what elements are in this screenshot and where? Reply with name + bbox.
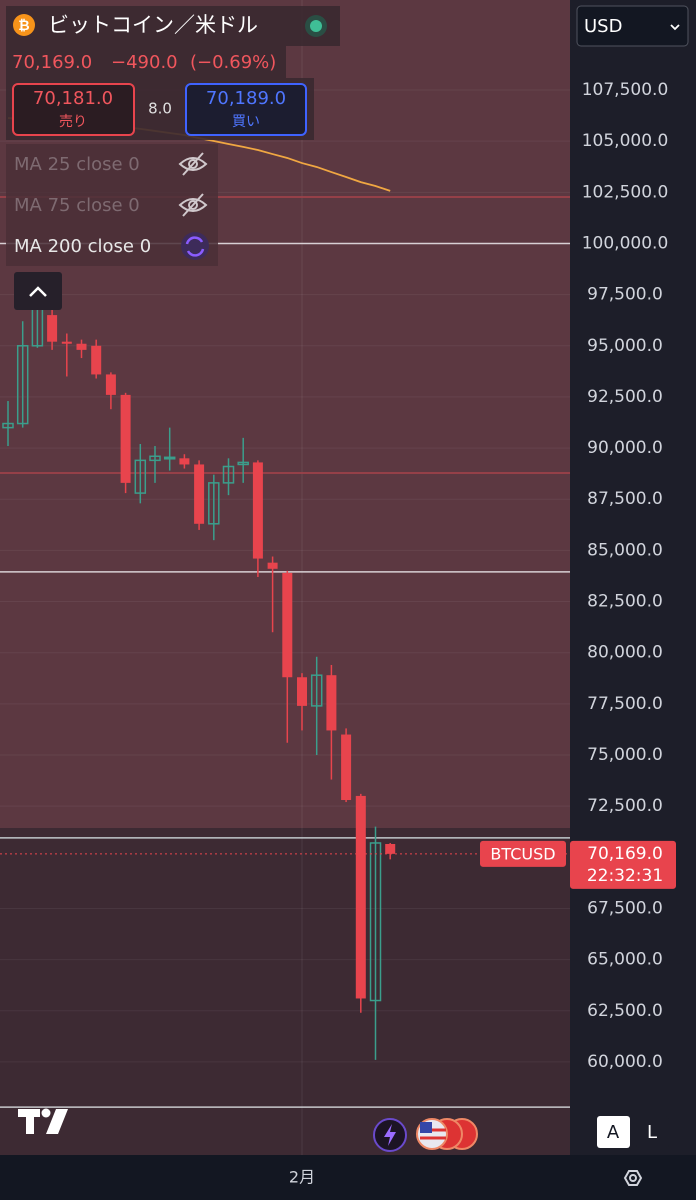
settings-icon-center <box>629 1174 637 1182</box>
candle-body <box>120 394 131 483</box>
sell-price: 70,181.0 <box>33 88 113 109</box>
buy-button[interactable] <box>185 83 307 136</box>
candle-body <box>208 482 220 525</box>
button-label: L <box>647 1122 657 1143</box>
candle-body <box>16 345 29 425</box>
status-dot <box>310 20 322 32</box>
candle-body <box>149 455 161 462</box>
y-tick-label: 97,500.0 <box>587 285 663 305</box>
sell-label: 売り <box>59 114 87 130</box>
buy-price: 70,189.0 <box>206 88 286 109</box>
y-tick-label: 105,000.0 <box>582 131 669 151</box>
sell-button[interactable] <box>12 83 135 136</box>
y-tick-label: 107,500.0 <box>582 80 669 100</box>
y-tick-label: 72,500.0 <box>587 796 663 816</box>
logo <box>18 1108 68 1134</box>
candle-body <box>282 572 293 678</box>
y-tick-label: 65,000.0 <box>587 950 663 970</box>
change: −490.0 <box>111 52 178 73</box>
spread: 8.0 <box>148 100 172 118</box>
y-tick-label: 60,000.0 <box>587 1052 663 1072</box>
y-tick-label: 102,500.0 <box>582 182 669 202</box>
buy-label: 買い <box>232 114 260 130</box>
y-tick-label: 82,500.0 <box>587 592 663 612</box>
x-tick-label: 2月 <box>289 1168 315 1187</box>
ma-label: MA 200 close 0 <box>14 236 151 257</box>
candle-body <box>222 465 235 484</box>
ticker-tag <box>480 840 566 867</box>
hide-icon[interactable] <box>178 152 208 217</box>
candle-body <box>194 464 205 524</box>
ma-label: MA 75 close 0 <box>14 195 140 216</box>
ticker: BTCUSD <box>490 844 555 863</box>
settings-icon[interactable] <box>623 1170 643 1186</box>
candle-body <box>355 795 366 999</box>
candle-body <box>76 343 87 350</box>
chevron <box>29 286 47 297</box>
y-tick-label: 62,500.0 <box>587 1001 663 1021</box>
coin-icon-glyph: ₿ <box>18 18 29 34</box>
y-tick-label: 67,500.0 <box>587 898 663 918</box>
y-tick-label: 85,000.0 <box>587 540 663 560</box>
symbol: ビットコイン／米ドル <box>48 13 258 37</box>
log-scale-button[interactable] <box>636 1116 669 1148</box>
y-tick-label: 77,500.0 <box>587 694 663 714</box>
collapse-button[interactable] <box>14 272 62 310</box>
candle-body <box>252 462 263 559</box>
dropdown-arrow <box>670 24 680 31</box>
currency: USD <box>584 16 622 37</box>
candle-body <box>91 345 102 375</box>
countdown: 22:32:31 <box>587 866 663 886</box>
candle-body <box>179 458 190 465</box>
auto-scale-button[interactable] <box>597 1116 630 1148</box>
candle-body <box>369 842 382 1002</box>
candle-body <box>134 459 147 494</box>
candle-body <box>267 562 278 569</box>
y-tick-label: 75,000.0 <box>587 745 663 765</box>
candle-body <box>297 677 307 706</box>
candle-body <box>326 675 337 731</box>
candle-body <box>237 461 249 466</box>
coin-icon <box>13 14 35 36</box>
y-tick-label: 92,500.0 <box>587 387 663 407</box>
change-pct: (−0.69%) <box>190 52 276 73</box>
price-axis <box>570 0 696 1155</box>
candle-body <box>163 456 176 460</box>
candle-body <box>310 674 323 707</box>
button-label: A <box>607 1122 620 1143</box>
candle-body <box>2 422 14 429</box>
currency-select[interactable] <box>576 5 689 47</box>
y-tick-label: 100,000.0 <box>582 233 669 253</box>
candle-body <box>61 341 72 344</box>
lightning <box>384 1124 396 1146</box>
ma-label: MA 25 close 0 <box>14 154 140 175</box>
price-panel <box>6 46 286 78</box>
candle-body <box>105 374 116 395</box>
candle-body <box>385 843 396 854</box>
price-tag-label: 70,169.0 <box>587 844 663 864</box>
refresh-glyph <box>185 236 205 257</box>
flags[interactable] <box>416 1118 478 1150</box>
y-tick-label: 95,000.0 <box>587 336 663 356</box>
price-tag <box>570 840 676 889</box>
last-price: 70,169.0 <box>12 52 92 73</box>
y-tick-label: 87,500.0 <box>587 489 663 509</box>
y-tick-label: 90,000.0 <box>587 438 663 458</box>
candle-body <box>47 315 58 342</box>
ui: ₿ ビットコイン／米ドル 70,169.0 −490.0 (−0.69%) 70… <box>6 5 689 1186</box>
header-panel <box>6 6 340 46</box>
time-axis <box>0 1155 696 1200</box>
candle-body <box>341 734 352 801</box>
y-tick-label: 80,000.0 <box>587 643 663 663</box>
